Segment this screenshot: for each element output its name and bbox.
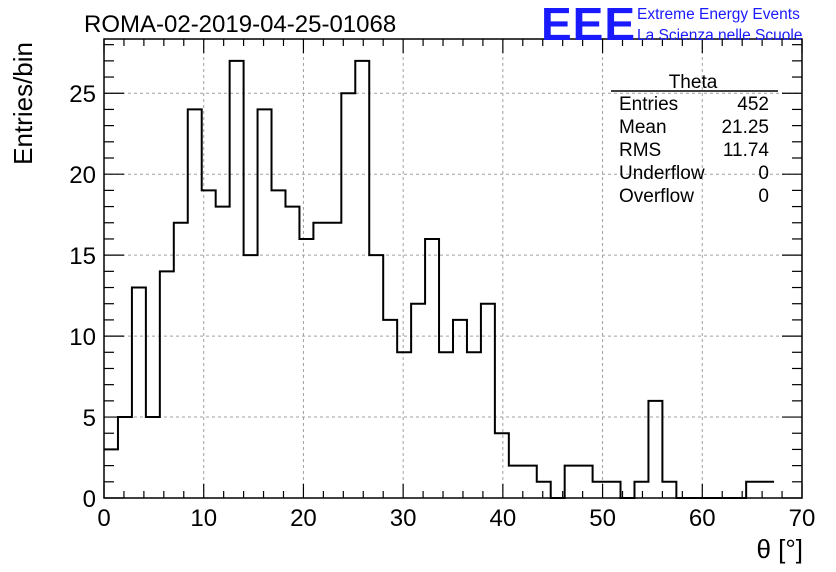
stats-box: Theta Entries 452 Mean 21.25 RMS 11.74 U… (611, 72, 778, 207)
histogram-bar (244, 255, 258, 498)
histogram-bar (453, 320, 467, 498)
stats-label-mean: Mean (619, 117, 667, 138)
x-tick-label: 40 (490, 505, 517, 532)
eee-logo-mark: EEE (541, 0, 636, 50)
eee-logo-line1: Extreme Energy Events (637, 6, 800, 23)
y-axis-label: Entries/bin (8, 42, 38, 165)
eee-logo-line2: La Scienza nelle Scuole (637, 27, 802, 44)
y-tick-label: 20 (69, 162, 96, 189)
histogram-bar (495, 433, 509, 498)
stats-value-mean: 21.25 (721, 117, 769, 138)
histogram-bar (383, 320, 397, 498)
x-axis-label: θ [°] (756, 534, 803, 564)
y-tick-label: 25 (69, 81, 96, 108)
histogram-bar (272, 190, 286, 498)
stats-label-overflow: Overflow (619, 186, 694, 207)
histogram-bar (593, 482, 607, 498)
eee-logo: EEE Extreme Energy Events La Scienza nel… (541, 0, 802, 50)
stats-value-overflow: 0 (758, 186, 769, 207)
chart-title: ROMA-02-2019-04-25-01068 (84, 11, 396, 38)
x-tick-label: 10 (190, 505, 217, 532)
x-tick-label: 30 (390, 505, 417, 532)
histogram-bar (341, 93, 355, 498)
histogram-bar (174, 223, 188, 498)
histogram-bar (132, 288, 146, 498)
histogram-bar (509, 466, 523, 498)
y-tick-label: 0 (83, 486, 96, 513)
histogram-bar (355, 61, 369, 498)
histogram-bar (327, 223, 341, 498)
histogram-bar (662, 482, 676, 498)
stats-label-rms: RMS (619, 140, 661, 161)
x-tick-label: 70 (789, 505, 816, 532)
grid-lines (104, 39, 802, 498)
stats-label-underflow: Underflow (619, 163, 705, 184)
histogram-bar (188, 109, 202, 498)
x-tick-label: 0 (97, 505, 110, 532)
histogram-bar (411, 304, 425, 498)
histogram-bar (579, 466, 593, 498)
histogram-bar (565, 466, 579, 498)
histogram-bar (481, 304, 495, 498)
stats-value-underflow: 0 (758, 163, 769, 184)
histogram-bar (369, 255, 383, 498)
y-tick-label: 15 (69, 243, 96, 270)
stats-value-rms: 11.74 (723, 140, 770, 161)
y-tick-label: 10 (69, 324, 96, 351)
histogram-bar (146, 417, 160, 498)
histogram-bar (216, 207, 230, 498)
plot-frame (103, 38, 803, 499)
histogram-bar (299, 239, 313, 498)
histogram-bar (425, 239, 439, 498)
histogram-bar (202, 190, 216, 498)
x-tick-label: 60 (689, 505, 716, 532)
histogram-bar (467, 352, 481, 498)
stats-box-title: Theta (669, 72, 718, 93)
y-tick-labels: 0 5 10 15 20 25 (69, 81, 96, 513)
stats-value-entries: 452 (737, 94, 769, 115)
histogram-bar (118, 417, 132, 498)
histogram-bar (537, 482, 551, 498)
histogram-bar (746, 482, 760, 498)
histogram-bar (648, 401, 662, 498)
x-tick-label: 20 (290, 505, 317, 532)
histogram-bar (439, 352, 453, 498)
x-tick-label: 50 (589, 505, 616, 532)
histogram-bar (397, 352, 411, 498)
x-tick-labels: 0 10 20 30 40 50 60 70 (97, 505, 815, 532)
histogram-bar (313, 223, 327, 498)
histogram-bar (523, 466, 537, 498)
stats-label-entries: Entries (619, 94, 678, 115)
axis-ticks (103, 39, 803, 499)
histogram-outline (104, 59, 775, 499)
histogram-bar (285, 207, 299, 498)
histogram-bar (104, 449, 118, 498)
y-tick-label: 5 (83, 405, 96, 432)
histogram-bar (607, 482, 621, 498)
histogram-bar (230, 61, 244, 498)
histogram-bar (160, 271, 174, 498)
histogram-bar (634, 482, 648, 498)
histogram-bar (258, 109, 272, 498)
